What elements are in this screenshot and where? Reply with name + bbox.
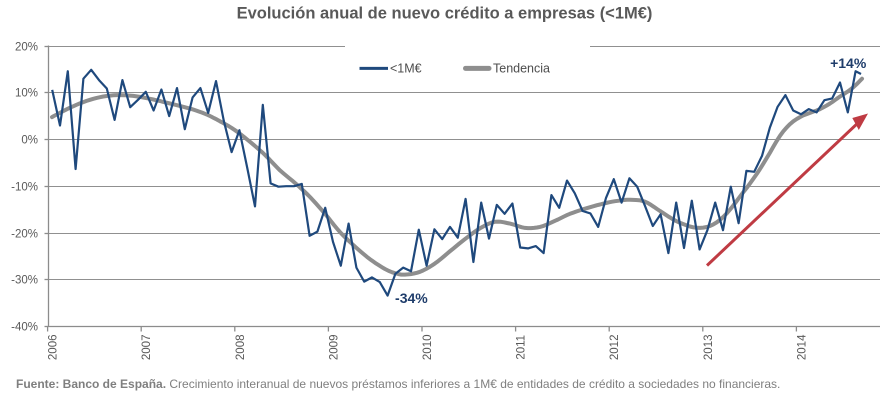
svg-text:20%: 20%	[15, 42, 38, 54]
svg-text:2014: 2014	[796, 334, 808, 360]
svg-text:2006: 2006	[48, 335, 60, 361]
svg-text:0%: 0%	[21, 135, 38, 147]
svg-text:2007: 2007	[141, 335, 153, 361]
svg-text:Tendencia: Tendencia	[493, 62, 550, 76]
svg-text:+14%: +14%	[830, 55, 867, 71]
svg-text:2013: 2013	[703, 335, 715, 361]
svg-text:10%: 10%	[15, 88, 38, 100]
svg-text:-40%: -40%	[11, 322, 38, 334]
svg-text:Evolución anual de nuevo crédi: Evolución anual de nuevo crédito a empre…	[237, 5, 653, 23]
svg-text:Fuente: Banco de España. Creci: Fuente: Banco de España. Crecimiento int…	[16, 377, 780, 391]
svg-text:2008: 2008	[235, 335, 247, 361]
svg-text:-30%: -30%	[11, 275, 38, 287]
svg-text:2011: 2011	[516, 335, 528, 360]
svg-text:2010: 2010	[422, 335, 434, 361]
svg-text:-34%: -34%	[395, 290, 428, 306]
svg-text:2012: 2012	[609, 335, 621, 361]
svg-text:-20%: -20%	[11, 229, 38, 241]
svg-text:<1M€: <1M€	[390, 62, 422, 76]
svg-text:-10%: -10%	[11, 182, 38, 194]
svg-text:2009: 2009	[328, 335, 340, 361]
